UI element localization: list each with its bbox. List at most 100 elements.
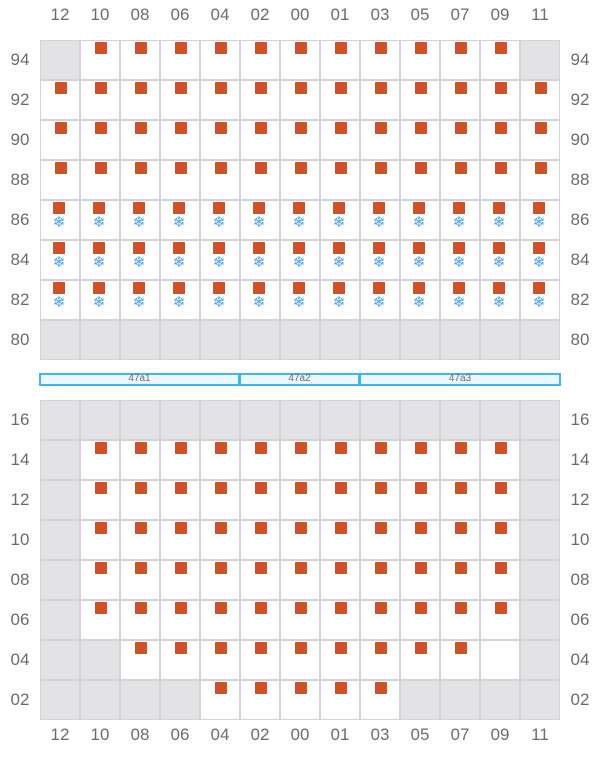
slot[interactable] [281, 441, 319, 479]
section-47a1[interactable]: 47a1 [39, 373, 240, 386]
slot[interactable]: ❄ [281, 201, 319, 239]
slot[interactable]: ❄ [401, 241, 439, 279]
slot[interactable] [121, 81, 159, 119]
slot[interactable] [321, 641, 359, 679]
slot[interactable] [121, 561, 159, 599]
slot[interactable]: ❄ [201, 241, 239, 279]
slot[interactable] [201, 81, 239, 119]
slot[interactable] [481, 161, 519, 199]
slot[interactable] [481, 481, 519, 519]
slot[interactable] [481, 81, 519, 119]
slot[interactable] [201, 601, 239, 639]
slot[interactable] [401, 521, 439, 559]
slot[interactable] [241, 81, 279, 119]
slot[interactable] [241, 121, 279, 159]
slot[interactable] [241, 521, 279, 559]
slot[interactable] [441, 561, 479, 599]
slot[interactable] [321, 521, 359, 559]
slot[interactable]: ❄ [281, 241, 319, 279]
slot[interactable] [241, 481, 279, 519]
section-47a2[interactable]: 47a2 [239, 373, 360, 386]
slot[interactable] [481, 441, 519, 479]
slot[interactable] [441, 441, 479, 479]
slot[interactable] [481, 121, 519, 159]
slot[interactable] [281, 41, 319, 79]
slot[interactable] [161, 81, 199, 119]
slot[interactable] [401, 81, 439, 119]
slot[interactable] [441, 81, 479, 119]
slot[interactable] [161, 41, 199, 79]
slot[interactable]: ❄ [41, 201, 79, 239]
slot[interactable]: ❄ [81, 241, 119, 279]
slot[interactable]: ❄ [241, 281, 279, 319]
slot[interactable]: ❄ [121, 201, 159, 239]
slot[interactable]: ❄ [481, 281, 519, 319]
slot[interactable] [241, 441, 279, 479]
slot[interactable] [201, 441, 239, 479]
slot[interactable] [121, 521, 159, 559]
slot[interactable]: ❄ [481, 201, 519, 239]
section-47a3[interactable]: 47a3 [359, 373, 561, 386]
slot[interactable] [361, 441, 399, 479]
slot[interactable]: ❄ [161, 201, 199, 239]
slot[interactable]: ❄ [361, 281, 399, 319]
slot[interactable] [241, 161, 279, 199]
slot[interactable] [361, 121, 399, 159]
slot[interactable]: ❄ [361, 201, 399, 239]
slot[interactable] [321, 601, 359, 639]
slot[interactable]: ❄ [241, 201, 279, 239]
slot[interactable] [161, 161, 199, 199]
slot[interactable]: ❄ [241, 241, 279, 279]
slot[interactable] [201, 481, 239, 519]
slot[interactable] [41, 161, 79, 199]
slot[interactable] [281, 161, 319, 199]
slot[interactable]: ❄ [401, 281, 439, 319]
slot[interactable]: ❄ [441, 241, 479, 279]
slot[interactable] [361, 81, 399, 119]
slot[interactable] [321, 161, 359, 199]
slot[interactable] [441, 161, 479, 199]
slot[interactable] [81, 601, 119, 639]
slot[interactable] [321, 121, 359, 159]
slot[interactable] [441, 521, 479, 559]
slot[interactable] [441, 41, 479, 79]
slot[interactable] [41, 121, 79, 159]
slot[interactable] [81, 561, 119, 599]
slot[interactable] [441, 121, 479, 159]
slot[interactable] [241, 681, 279, 719]
slot[interactable] [161, 481, 199, 519]
slot[interactable]: ❄ [321, 281, 359, 319]
slot[interactable] [281, 521, 319, 559]
slot[interactable] [241, 561, 279, 599]
slot[interactable] [361, 161, 399, 199]
slot[interactable] [281, 81, 319, 119]
slot[interactable] [121, 41, 159, 79]
slot[interactable] [361, 641, 399, 679]
slot[interactable] [81, 521, 119, 559]
slot[interactable] [401, 481, 439, 519]
slot[interactable]: ❄ [41, 281, 79, 319]
slot[interactable] [201, 641, 239, 679]
slot-empty[interactable] [481, 641, 519, 679]
slot[interactable]: ❄ [281, 281, 319, 319]
slot[interactable]: ❄ [521, 281, 559, 319]
slot[interactable]: ❄ [441, 281, 479, 319]
slot[interactable]: ❄ [201, 281, 239, 319]
slot[interactable]: ❄ [521, 241, 559, 279]
slot[interactable]: ❄ [401, 201, 439, 239]
slot[interactable] [521, 121, 559, 159]
slot[interactable] [321, 481, 359, 519]
slot[interactable]: ❄ [321, 241, 359, 279]
slot[interactable] [361, 41, 399, 79]
slot[interactable] [401, 41, 439, 79]
slot[interactable] [201, 121, 239, 159]
slot[interactable] [481, 41, 519, 79]
slot[interactable] [401, 601, 439, 639]
slot[interactable]: ❄ [361, 241, 399, 279]
slot[interactable] [401, 561, 439, 599]
slot[interactable] [161, 441, 199, 479]
slot[interactable]: ❄ [321, 201, 359, 239]
slot[interactable] [361, 481, 399, 519]
slot[interactable] [281, 641, 319, 679]
slot[interactable] [161, 641, 199, 679]
